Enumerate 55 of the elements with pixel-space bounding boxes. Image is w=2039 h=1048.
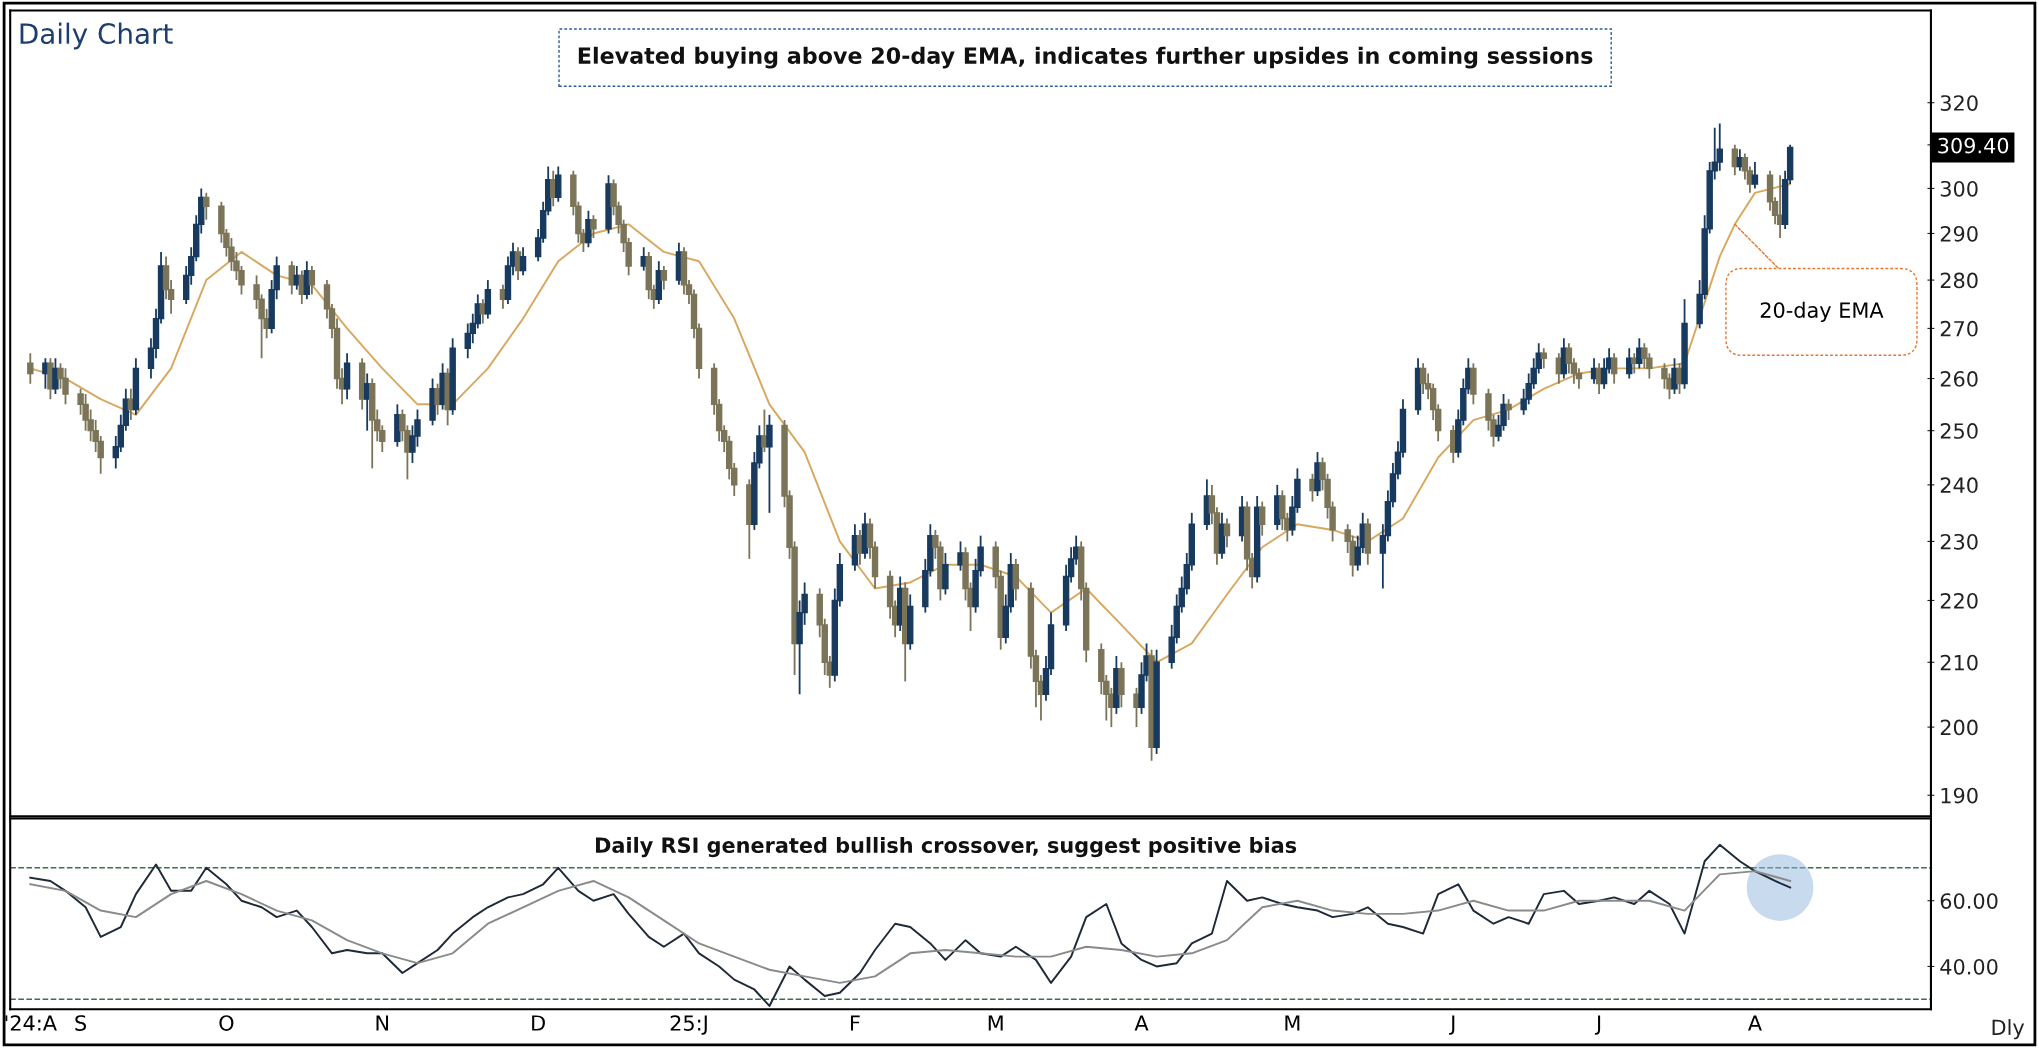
- candlestick: [1505, 398, 1512, 421]
- annotation: 20-day EMA: [1760, 301, 1884, 322]
- y-tick-label: 280: [1940, 272, 1978, 289]
- x-tick-label: J: [1594, 1015, 1601, 1035]
- candlestick: [1012, 557, 1020, 602]
- y-tick-label: 200: [1940, 719, 1978, 736]
- y-tick-label: 210: [1940, 654, 1978, 671]
- text: 309.40: [1938, 137, 2009, 154]
- candlestick: [1540, 347, 1547, 370]
- y-tick-label: 240: [1940, 477, 1978, 494]
- candlestick: [308, 265, 316, 296]
- x-tick-label: '24:A: [5, 1015, 57, 1031]
- candlestick: [288, 260, 295, 296]
- candlestick: [660, 265, 668, 291]
- candlestick: [52, 357, 59, 395]
- y-tick-label: 320: [1940, 95, 1978, 111]
- x-tick-label: D: [532, 1015, 545, 1031]
- x-tick-label: M: [1285, 1015, 1300, 1031]
- x-tick-label: N: [376, 1015, 389, 1031]
- y-tick-label: 60.00: [1940, 893, 1998, 909]
- x-tick-label: S: [75, 1015, 87, 1031]
- y-tick-label: 230: [1940, 533, 1978, 550]
- line-series: [29, 870, 1792, 984]
- annotation: Daily RSI generated bullish crossover, suggest positive bias: [596, 836, 1297, 858]
- x-tick-label: F: [850, 1015, 860, 1031]
- text: Dly: [1992, 1019, 2025, 1040]
- y-tick-label: 300: [1940, 180, 1978, 197]
- candlestick: [1258, 500, 1266, 537]
- x-tick-label: A: [1747, 1015, 1762, 1031]
- candlestick: [27, 352, 34, 385]
- annotation: Elevated buying above 20-day EMA, indicates further upsides in coming sessions: [578, 46, 1593, 69]
- candlestick: [766, 413, 773, 514]
- x-tick-label: 25:J: [670, 1015, 707, 1035]
- candlestick: [590, 214, 597, 239]
- x-tick-label: O: [219, 1015, 234, 1031]
- x-tick-label: J: [1449, 1015, 1455, 1035]
- y-tick-label: 290: [1940, 225, 1978, 242]
- candlestick: [942, 552, 949, 596]
- x-tick-label: M: [988, 1015, 1003, 1031]
- y-tick-label: 40.00: [1940, 958, 1998, 975]
- candlestick: [519, 246, 527, 277]
- y-tick-label: 270: [1940, 320, 1978, 337]
- candlestick: [1419, 362, 1427, 395]
- x-tick-label: A: [1134, 1015, 1149, 1031]
- chart-title: Daily Chart: [20, 22, 173, 50]
- candlestick: [585, 209, 592, 249]
- candlestick: [1610, 352, 1618, 385]
- candlestick: [555, 165, 562, 203]
- candlestick: [203, 191, 210, 221]
- candlestick: [1751, 161, 1759, 190]
- y-tick-label: 260: [1940, 371, 1978, 387]
- y-tick-label: 250: [1940, 423, 1978, 439]
- y-tick-label: 190: [1941, 787, 1978, 804]
- y-tick-label: 220: [1940, 592, 1978, 609]
- candlestick: [1223, 517, 1231, 549]
